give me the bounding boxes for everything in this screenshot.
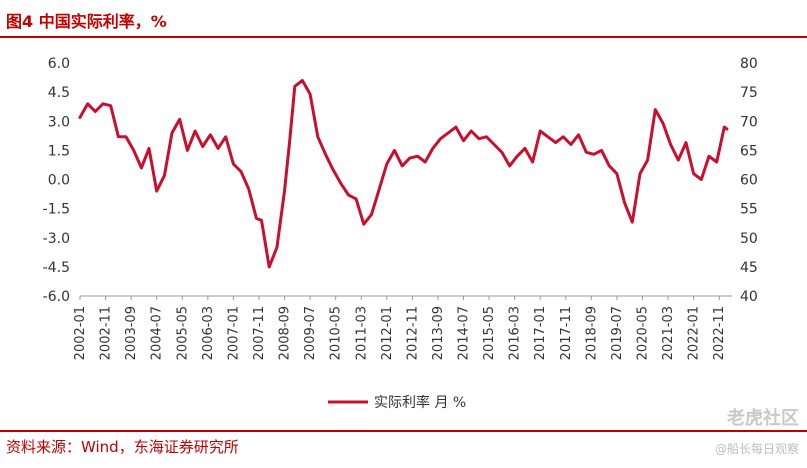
- x-tick-label: 2008-09: [278, 306, 293, 360]
- x-tick-label: 2020-05: [636, 306, 651, 360]
- x-tick-label: 2011-03: [354, 306, 369, 360]
- x-tick-label: 2012-01: [380, 306, 395, 360]
- x-tick-label: 2007-11: [252, 306, 267, 360]
- y-tick-label: -3.0: [43, 231, 70, 247]
- source-note: 资料来源：Wind，东海证券研究所: [6, 438, 239, 456]
- y2-tick-label: 80: [740, 56, 758, 72]
- x-tick-label: 2002-11: [99, 306, 114, 360]
- series-line: [78, 79, 729, 269]
- x-tick-label: 2006-03: [201, 306, 216, 360]
- x-tick-label: 2016-03: [508, 306, 523, 360]
- x-tick-label: 2004-07: [150, 306, 165, 360]
- y-tick-label: 1.5: [48, 143, 70, 159]
- y2-tick-label: 55: [740, 202, 758, 218]
- y-tick-label: -1.5: [43, 202, 70, 218]
- watermark-brand: 老虎社区: [727, 408, 799, 429]
- x-tick-label: 2013-09: [431, 306, 446, 360]
- x-tick-label: 2012-11: [405, 306, 420, 360]
- y-tick-label: -4.5: [43, 260, 70, 276]
- y-tick-label: 0.0: [48, 173, 70, 189]
- x-tick-label: 2005-05: [175, 306, 190, 360]
- x-tick-label: 2014-07: [457, 306, 472, 360]
- x-tick-label: 2010-05: [329, 306, 344, 360]
- chart-legend: 实际利率 月 %: [328, 394, 466, 411]
- x-tick-label: 2017-01: [533, 306, 548, 360]
- legend-label: 实际利率 月 %: [374, 394, 466, 411]
- y-tick-label: 6.0: [48, 56, 70, 72]
- y-tick-label: -6.0: [43, 289, 70, 305]
- source-rule: [0, 430, 807, 432]
- line-chart: 6.0 4.5 3.0 1.5 0.0 -1.5 -3.0 -4.5 -6.0 80 75 70 65…: [43, 56, 758, 411]
- series-layer: [78, 79, 729, 269]
- y2-tick-label: 45: [740, 260, 758, 276]
- x-tick-label: 2022-01: [687, 306, 702, 360]
- x-tick-label: 2021-03: [661, 306, 676, 360]
- left-axis-ticks: 6.0 4.5 3.0 1.5 0.0 -1.5 -3.0 -4.5 -6.0: [43, 56, 70, 305]
- y2-tick-label: 70: [740, 114, 758, 130]
- y-tick-label: 3.0: [48, 114, 70, 130]
- y2-tick-label: 50: [740, 231, 758, 247]
- y-tick-label: 4.5: [48, 85, 70, 101]
- right-axis-ticks: 80 75 70 65 60 55 50 45 40: [740, 56, 758, 305]
- x-tick-label: 2022-11: [712, 306, 727, 360]
- x-tick-label: 2002-01: [73, 306, 88, 360]
- y2-tick-label: 60: [740, 173, 758, 189]
- x-axis-ticks: 2002-01 2002-11 2003-09 2004-07 2005-05 2006-…: [73, 296, 727, 360]
- x-tick-label: 2007-01: [226, 306, 241, 360]
- y2-tick-label: 40: [740, 289, 758, 305]
- x-tick-label: 2019-07: [610, 306, 625, 360]
- figure-title: 图4 中国实际利率，%: [6, 12, 167, 31]
- y2-tick-label: 75: [740, 85, 758, 101]
- x-tick-label: 2009-07: [303, 306, 318, 360]
- watermark-handle: @船长每日观察: [714, 442, 799, 456]
- x-tick-label: 2017-11: [559, 306, 574, 360]
- x-tick-label: 2018-09: [584, 306, 599, 360]
- x-tick-label: 2003-09: [124, 306, 139, 360]
- x-tick-label: 2015-05: [482, 306, 497, 360]
- title-rule: [0, 36, 807, 38]
- y2-tick-label: 65: [740, 143, 758, 159]
